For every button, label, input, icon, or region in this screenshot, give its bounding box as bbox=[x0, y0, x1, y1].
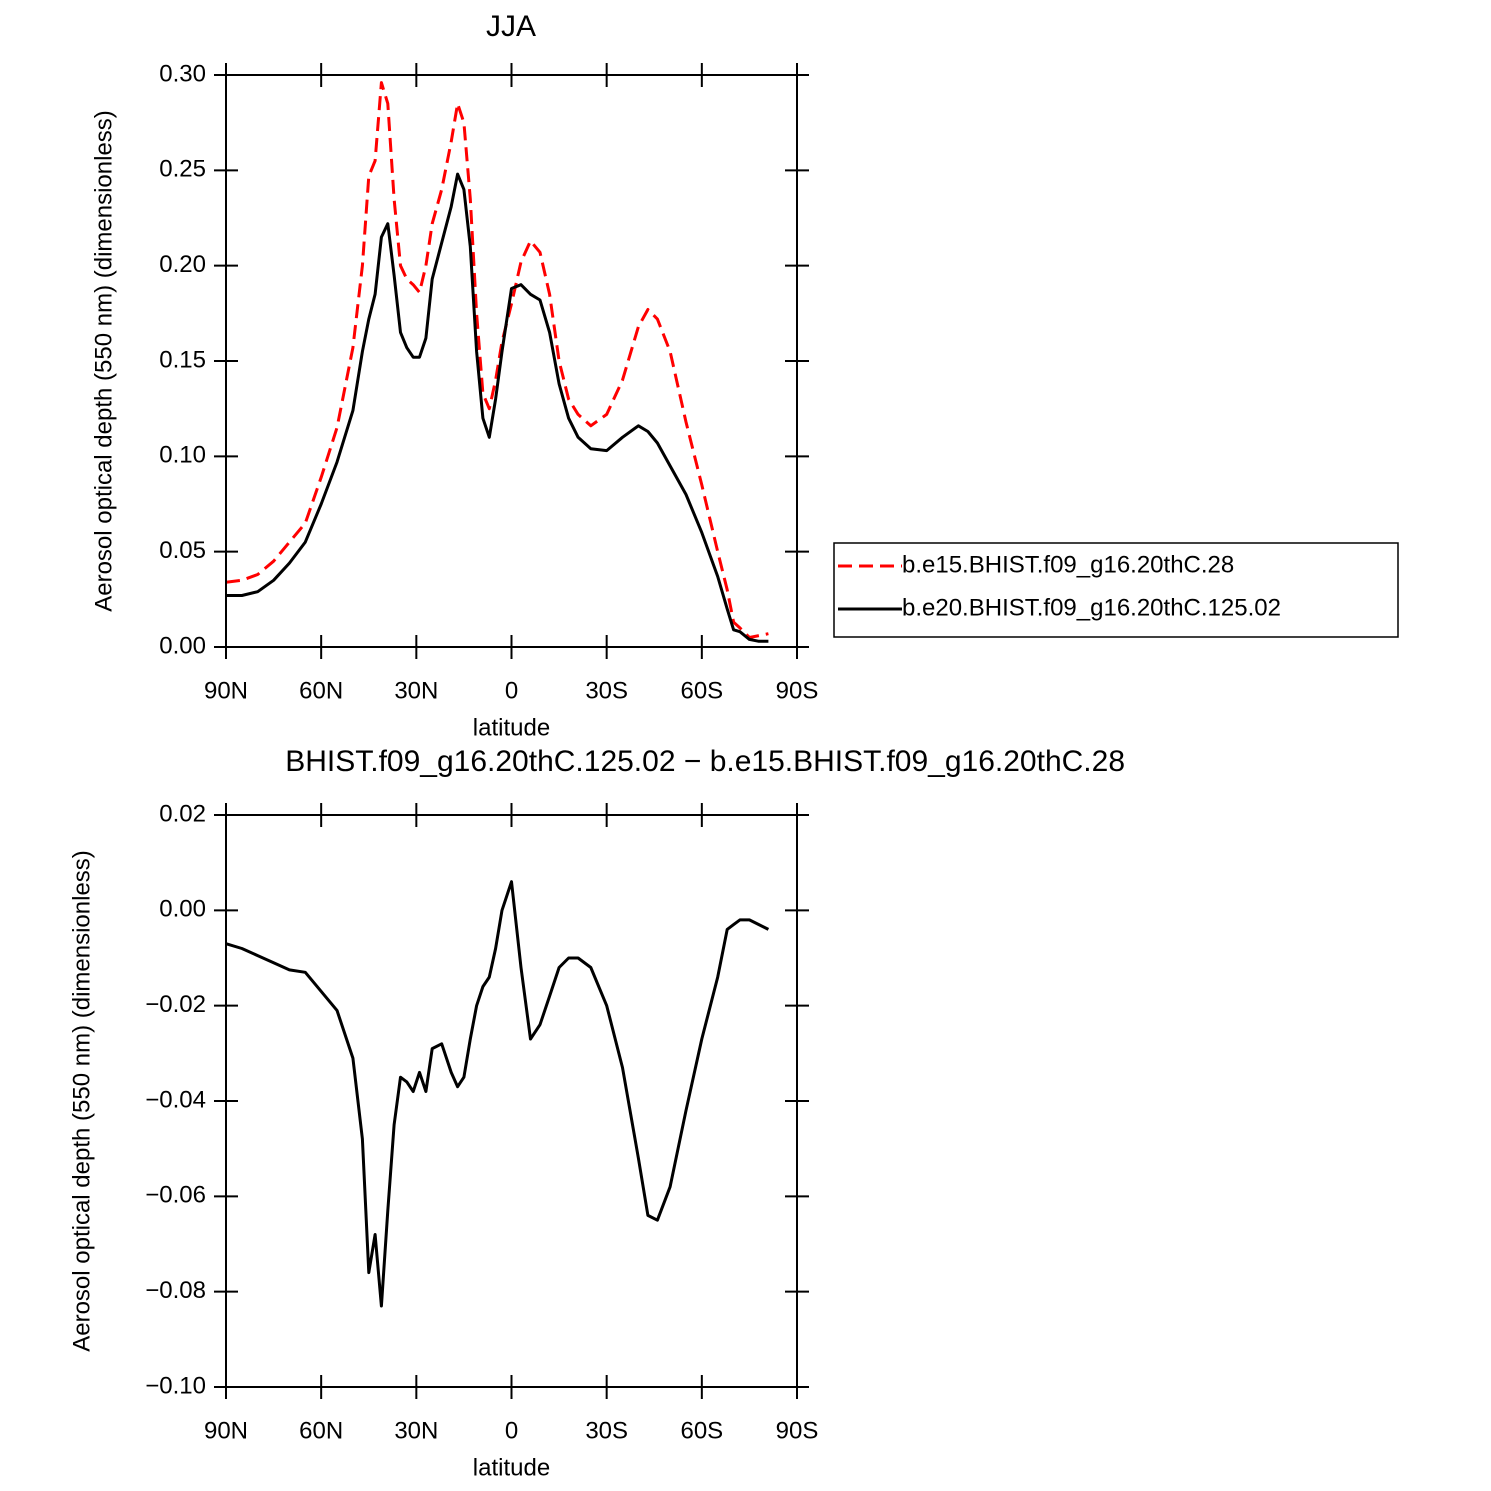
x-tick-label: 30N bbox=[394, 677, 438, 704]
data-line bbox=[225, 81, 769, 639]
data-line bbox=[226, 172, 769, 643]
x-tick-label: 0 bbox=[505, 1417, 518, 1444]
y-tick-label: −0.10 bbox=[145, 1372, 206, 1399]
x-tick-label: 30S bbox=[585, 1417, 628, 1444]
chart-title: BHIST.f09_g16.20thC.125.02 − b.e15.BHIST… bbox=[285, 745, 1125, 778]
x-tick-label: 60N bbox=[299, 677, 343, 704]
plot-frame bbox=[225, 814, 798, 1388]
y-tick-label: 0.05 bbox=[159, 537, 206, 564]
y-tick-label: 0.20 bbox=[159, 251, 206, 278]
data-line bbox=[225, 880, 770, 1308]
x-tick-label: 60S bbox=[680, 677, 723, 704]
y-tick-label: 0.00 bbox=[159, 632, 206, 659]
legend-label: b.e20.BHIST.f09_g16.20thC.125.02 bbox=[902, 594, 1281, 621]
y-tick-label: 0.25 bbox=[159, 156, 206, 183]
x-tick-label: 60S bbox=[680, 1417, 723, 1444]
x-tick-label: 60N bbox=[299, 1417, 343, 1444]
x-tick-label: 90S bbox=[776, 677, 819, 704]
legend-label: b.e15.BHIST.f09_g16.20thC.28 bbox=[902, 551, 1234, 578]
x-tick-label: 90N bbox=[204, 677, 248, 704]
y-axis-label: Aerosol optical depth (550 nm) (dimensio… bbox=[90, 110, 117, 612]
y-axis-label: Aerosol optical depth (550 nm) (dimensio… bbox=[68, 850, 95, 1352]
y-tick-label: −0.06 bbox=[145, 1182, 206, 1209]
x-tick-label: 0 bbox=[505, 677, 518, 704]
y-tick-label: −0.04 bbox=[145, 1086, 206, 1113]
x-tick-label: 30N bbox=[394, 1417, 438, 1444]
y-tick-label: 0.15 bbox=[159, 346, 206, 373]
y-tick-label: 0.10 bbox=[159, 442, 206, 469]
legend-box bbox=[833, 542, 1399, 638]
y-tick-label: −0.08 bbox=[145, 1277, 206, 1304]
y-tick-label: 0.02 bbox=[159, 800, 206, 827]
x-axis-label: latitude bbox=[473, 1454, 550, 1481]
x-tick-label: 30S bbox=[585, 677, 628, 704]
x-tick-label: 90N bbox=[204, 1417, 248, 1444]
y-tick-label: 0.30 bbox=[159, 60, 206, 87]
y-tick-label: 0.00 bbox=[159, 896, 206, 923]
y-tick-label: −0.02 bbox=[145, 991, 206, 1018]
x-axis-label: latitude bbox=[473, 714, 550, 741]
chart-title: JJA bbox=[486, 10, 536, 43]
x-tick-label: 90S bbox=[776, 1417, 819, 1444]
